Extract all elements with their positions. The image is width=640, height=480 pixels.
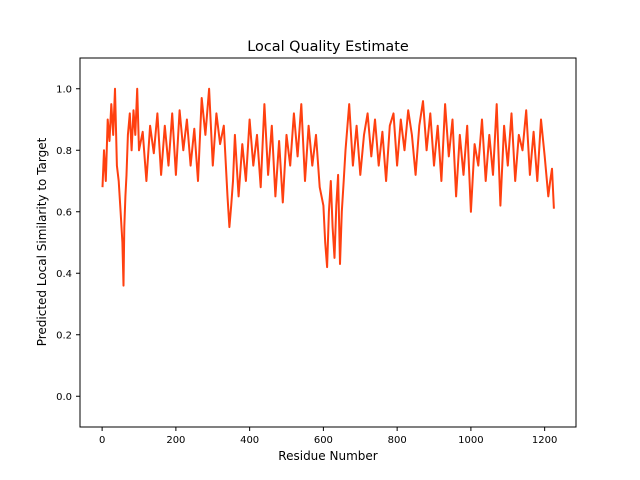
y-tick-label: 0.2 — [56, 330, 72, 341]
y-tick-label: 0.8 — [56, 146, 72, 157]
y-tick-label: 0.0 — [56, 392, 72, 403]
y-tick-label: 1.0 — [56, 84, 72, 95]
x-tick-label: 200 — [166, 435, 185, 446]
plot-frame — [79, 57, 577, 428]
y-axis-label: Predicted Local Similarity to Target — [35, 137, 49, 346]
x-tick-label: 800 — [388, 435, 407, 446]
x-tick-label: 1000 — [458, 435, 483, 446]
y-tick-label: 0.4 — [56, 269, 72, 280]
x-tick-label: 1200 — [532, 435, 557, 446]
series-line-0 — [101, 87, 555, 287]
chart-title: Local Quality Estimate — [247, 39, 409, 55]
x-tick-label: 400 — [240, 435, 259, 446]
x-tick-label: 0 — [99, 435, 105, 446]
x-axis: 0 200 400 600 800 1000 1200 — [99, 427, 557, 446]
plot-series — [101, 87, 555, 287]
y-tick-label: 0.6 — [56, 207, 72, 218]
x-tick-label: 600 — [314, 435, 333, 446]
y-axis: 0.0 0.2 0.4 0.6 0.8 1.0 — [56, 84, 80, 403]
x-axis-label: Residue Number — [278, 449, 377, 463]
